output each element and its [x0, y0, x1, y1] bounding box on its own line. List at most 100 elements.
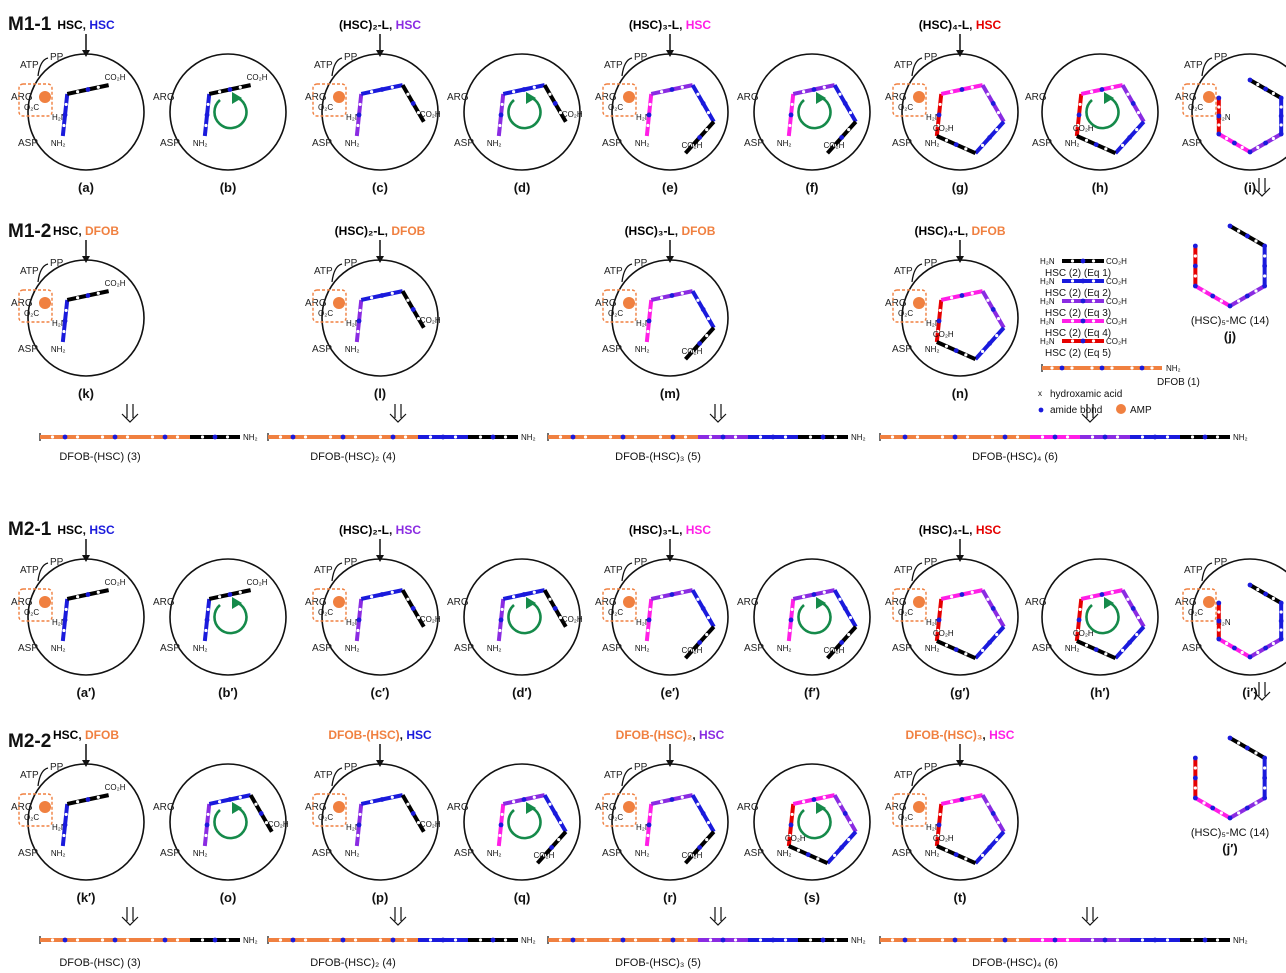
hydroxamic-mark [278, 938, 283, 942]
amide-bond-dot [1002, 937, 1008, 943]
atp-label: ATP [20, 770, 39, 781]
active-site-box [1182, 83, 1217, 117]
hydroxamic-mark [1263, 254, 1267, 258]
header-part: DFOB [972, 224, 1006, 238]
amide-bond-dot [1278, 95, 1284, 101]
hydroxamic-mark [708, 435, 713, 439]
co2h-label: CO₂H [1106, 317, 1127, 326]
amide-bond-dot [1130, 606, 1136, 611]
panel-g-prime: (g′) (HSC)₄-L, HSC ARG ASP ATP PP O₂C H₂N NH₂ CO₂… [885, 523, 1019, 700]
hydroxamic-mark [62, 833, 66, 838]
arg-label: ARG [595, 298, 617, 309]
atp-label: ATP [20, 565, 39, 576]
rotation-arrow-icon [797, 806, 832, 840]
amide-bond-dot [521, 592, 527, 597]
hydroxamic-mark [995, 128, 999, 132]
header-part: , [679, 523, 686, 537]
hydroxamic-mark [683, 435, 688, 439]
hydroxamic-mark [1120, 648, 1125, 652]
o2c-label: O₂C [24, 813, 39, 822]
hydroxamic-mark [557, 838, 561, 842]
rotation-arrow-icon [1085, 96, 1120, 130]
panel-p: (p) DFOB-(HSC), HSC ARG ASP ATP PP O₂C H₂N NH₂ CO… [305, 728, 441, 905]
hydroxamic-mark [206, 102, 210, 107]
amide-bond-dot [936, 112, 942, 118]
enzyme-circle [901, 763, 1019, 881]
hydroxamic-mark [1240, 145, 1244, 150]
enzyme-circle [27, 558, 145, 676]
arrowhead-icon [1253, 691, 1271, 701]
hydroxamic-mark [964, 652, 968, 656]
asp-label: ASP [18, 138, 38, 149]
panel-caption: (i) [1244, 180, 1256, 195]
header-part: DFOB-(HSC)₃ [906, 728, 983, 742]
product-label: DFOB-(HSC) (3) [59, 451, 140, 463]
panel-d-prime: (d′) ARG ASP NH₂ CO₂H [447, 558, 583, 700]
panel-i: (i) ARG ASP ATP PP O₂C H₂N [1175, 52, 1286, 195]
arrowhead-icon [666, 760, 674, 767]
hydroxamic-mark [1115, 938, 1120, 942]
amide-bond-dot [1202, 434, 1208, 440]
hydroxamic-mark [1040, 938, 1045, 942]
amide-bond-dot [1093, 142, 1099, 148]
amide-bond-dot [842, 811, 848, 816]
hydroxamic-mark [1193, 766, 1197, 770]
nh2-label: NH₂ [925, 644, 940, 653]
hydroxamic-mark [558, 616, 563, 620]
hydroxamic-mark [758, 938, 763, 942]
hydroxamic-mark [204, 833, 208, 838]
rotation-arrowhead-icon [1104, 597, 1114, 609]
hydroxamic-mark [390, 590, 394, 594]
header-part: (HSC)₄-L [914, 224, 964, 238]
atp-label: ATP [604, 565, 623, 576]
hydroxamic-mark [1279, 105, 1283, 109]
amide-bond-dot [521, 87, 527, 92]
hydroxamic-mark [532, 590, 536, 594]
panel-header: HSC, HSC [57, 18, 115, 32]
header-part: HSC [57, 18, 83, 32]
atp-label: ATP [894, 266, 913, 277]
panel-caption: (j) [1224, 329, 1236, 344]
hydroxamic-mark [416, 616, 421, 620]
asp-label: ASP [892, 848, 912, 859]
amide-bond-dot [162, 434, 168, 440]
co2h-label: CO₂H [105, 783, 126, 792]
panel-t: (t) DFOB-(HSC)₃, HSC ARG ASP ATP PP O₂C H₂N NH₂ C… [885, 728, 1019, 905]
amide-bond-dot [1263, 645, 1268, 651]
asp-label: ASP [312, 138, 332, 149]
curved-arrow-icon [331, 57, 343, 77]
hydroxamic-mark [808, 938, 813, 942]
rotation-arrow-icon [507, 601, 542, 635]
h2n-label: H₂N [52, 823, 67, 832]
amide-bond-dot [379, 592, 385, 597]
panels-layer: (a) HSC, HSC ARG ASP ATP PP O₂C H₂N NH₂ CO₂H (b) AR… [11, 18, 1286, 905]
hydroxamic-mark [64, 812, 68, 817]
hydroxamic-mark [964, 353, 968, 357]
arg-label: ARG [11, 92, 33, 103]
header-part: DFOB [391, 224, 425, 238]
hydroxamic-mark [801, 595, 806, 599]
hydroxamic-mark [1165, 435, 1170, 439]
hydroxamic-mark [995, 838, 999, 842]
hydroxamic-mark [303, 938, 308, 942]
h2n-label: H₂N [346, 618, 361, 627]
legend-amide: amide bond [1050, 405, 1102, 416]
arg-label: ARG [11, 298, 33, 309]
amide-bond-dot [340, 434, 346, 440]
enzyme-circle [1041, 53, 1159, 171]
active-site-box [892, 588, 927, 622]
hydroxamic-mark [406, 298, 410, 302]
hydroxamic-mark [996, 317, 1001, 321]
amide-bond-dot [1093, 647, 1099, 653]
panel-g: (g) (HSC)₄-L, HSC ARG ASP ATP PP O₂C H₂N NH₂ CO₂H [885, 18, 1019, 195]
hydroxamic-mark [658, 435, 663, 439]
panel-caption: (d) [514, 180, 531, 195]
nh2-label: NH₂ [777, 849, 792, 858]
hydroxamic-mark [790, 607, 794, 612]
panel-d: (d) ARG ASP NH₂ CO₂H [447, 53, 583, 195]
amide-bond-dot [1102, 434, 1108, 440]
hydroxamic-mark [980, 853, 985, 857]
hydroxamic-mark [542, 853, 547, 857]
header-part: HSC [89, 18, 115, 32]
arg-label: ARG [595, 597, 617, 608]
